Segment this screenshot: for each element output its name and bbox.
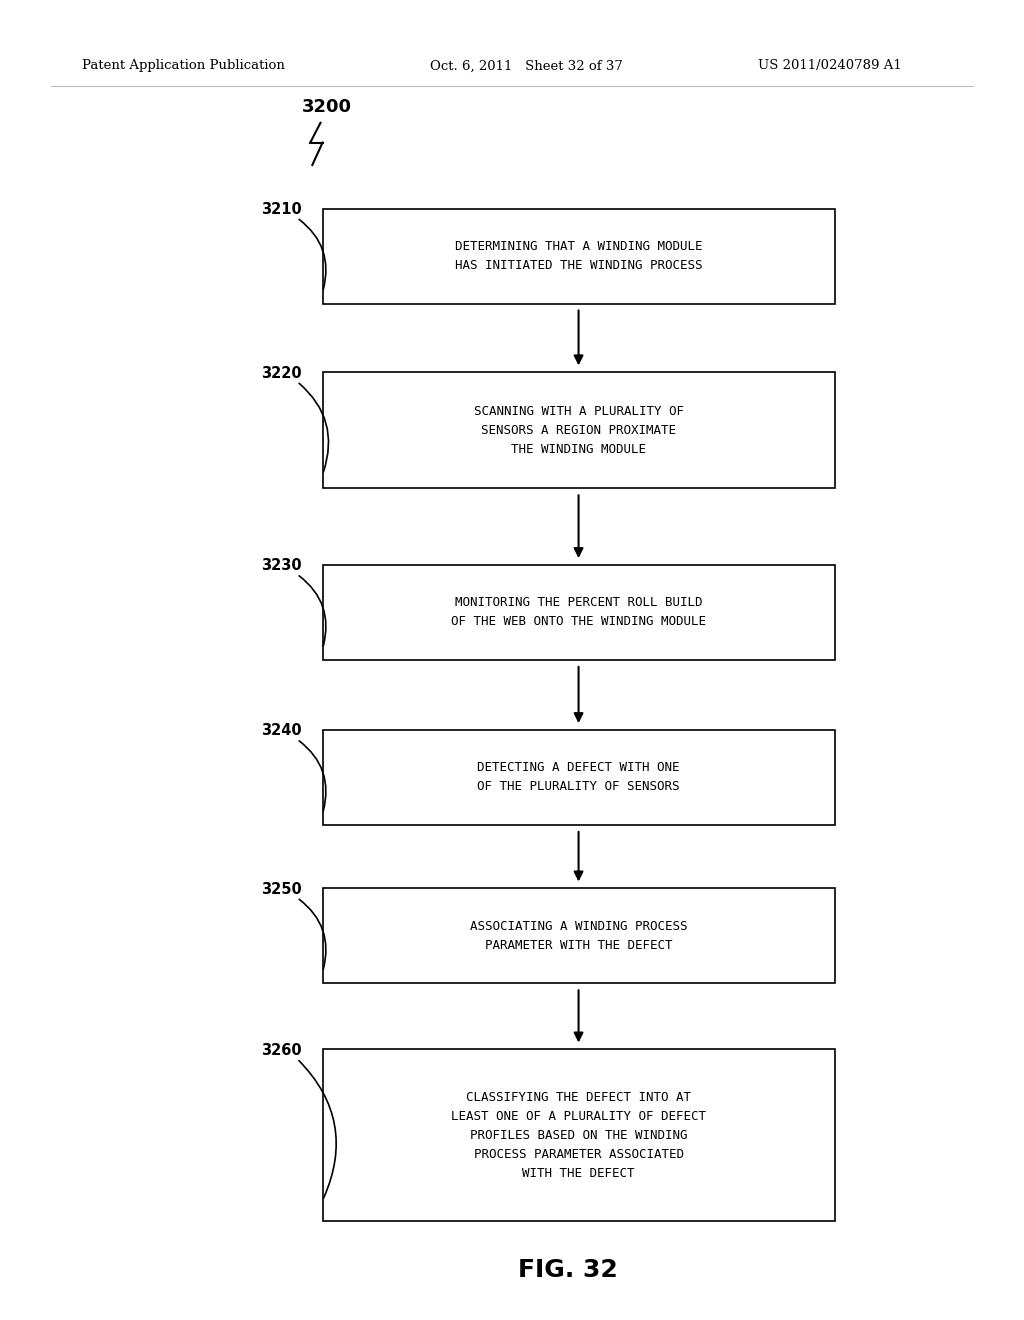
Text: Oct. 6, 2011   Sheet 32 of 37: Oct. 6, 2011 Sheet 32 of 37: [430, 59, 623, 73]
Text: 3230: 3230: [261, 558, 302, 573]
FancyBboxPatch shape: [323, 888, 835, 983]
Text: 3210: 3210: [261, 202, 302, 216]
FancyBboxPatch shape: [323, 1049, 835, 1221]
Text: 3250: 3250: [261, 882, 302, 896]
FancyBboxPatch shape: [323, 565, 835, 660]
Text: 3240: 3240: [261, 723, 302, 738]
Text: ASSOCIATING A WINDING PROCESS
PARAMETER WITH THE DEFECT: ASSOCIATING A WINDING PROCESS PARAMETER …: [470, 920, 687, 952]
Text: DETECTING A DEFECT WITH ONE
OF THE PLURALITY OF SENSORS: DETECTING A DEFECT WITH ONE OF THE PLURA…: [477, 762, 680, 793]
FancyBboxPatch shape: [323, 209, 835, 304]
Text: 3260: 3260: [261, 1043, 302, 1057]
Text: US 2011/0240789 A1: US 2011/0240789 A1: [758, 59, 901, 73]
FancyBboxPatch shape: [323, 730, 835, 825]
Text: 3200: 3200: [302, 98, 352, 116]
FancyBboxPatch shape: [323, 372, 835, 488]
Text: SCANNING WITH A PLURALITY OF
SENSORS A REGION PROXIMATE
THE WINDING MODULE: SCANNING WITH A PLURALITY OF SENSORS A R…: [473, 405, 684, 455]
Text: CLASSIFYING THE DEFECT INTO AT
LEAST ONE OF A PLURALITY OF DEFECT
PROFILES BASED: CLASSIFYING THE DEFECT INTO AT LEAST ONE…: [451, 1090, 707, 1180]
Text: FIG. 32: FIG. 32: [518, 1258, 618, 1282]
Text: 3220: 3220: [261, 366, 302, 380]
Text: DETERMINING THAT A WINDING MODULE
HAS INITIATED THE WINDING PROCESS: DETERMINING THAT A WINDING MODULE HAS IN…: [455, 240, 702, 272]
Text: MONITORING THE PERCENT ROLL BUILD
OF THE WEB ONTO THE WINDING MODULE: MONITORING THE PERCENT ROLL BUILD OF THE…: [451, 597, 707, 628]
Text: Patent Application Publication: Patent Application Publication: [82, 59, 285, 73]
